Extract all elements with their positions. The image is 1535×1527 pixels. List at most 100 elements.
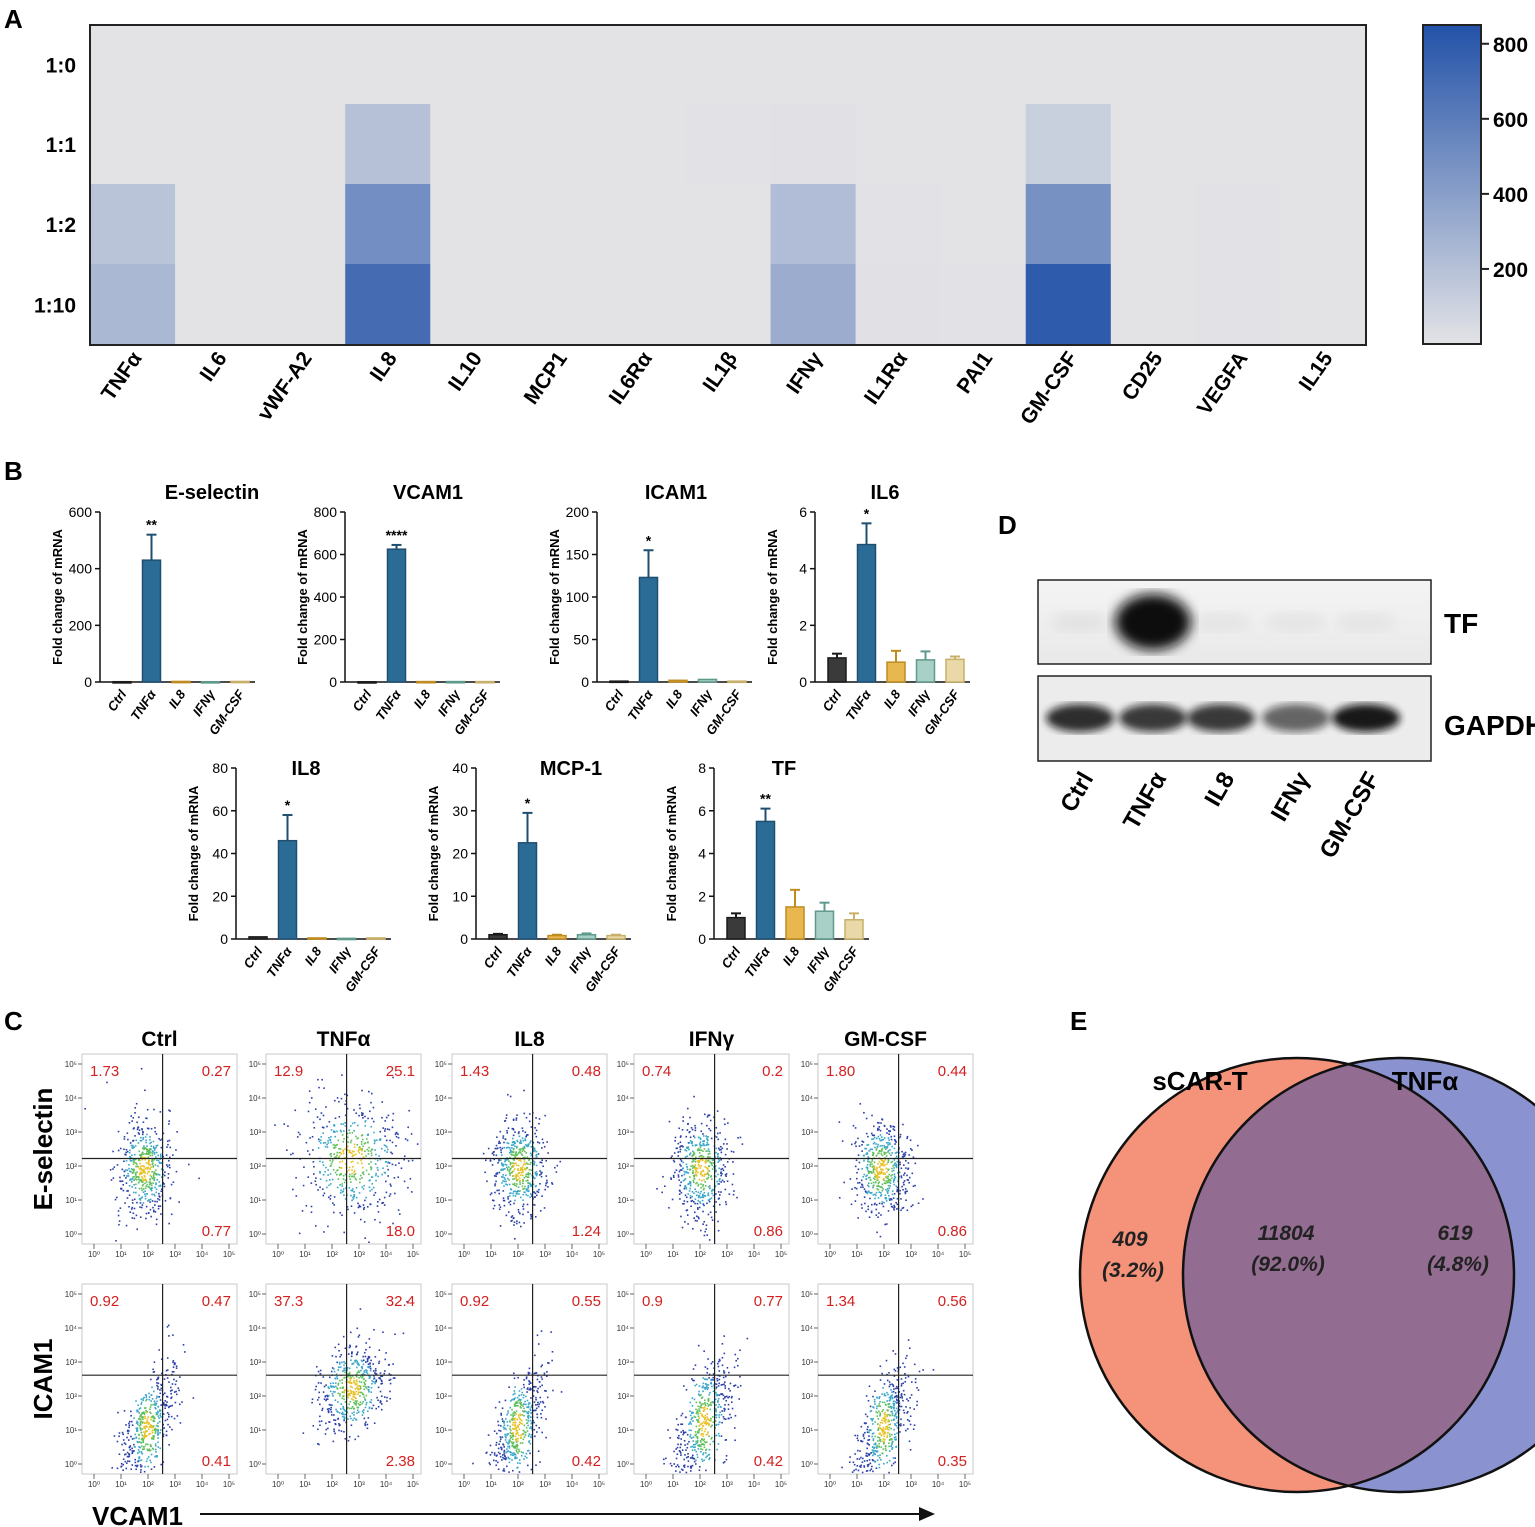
flow-y-tick: 10⁴ xyxy=(65,1094,78,1103)
bar-chart-ylabel: Fold change of mRNA xyxy=(426,785,441,921)
bar-category-label: IFNγ xyxy=(435,686,464,718)
flow-y-tick: 10² xyxy=(617,1162,629,1171)
heatmap-cell xyxy=(175,264,261,346)
bar-category-label: Ctrl xyxy=(718,944,743,971)
flow-x-tick: 10⁵ xyxy=(407,1250,419,1259)
bar-chart-title: IL6 xyxy=(871,482,900,504)
flow-x-tick: 10⁵ xyxy=(775,1480,787,1489)
flow-x-tick: 10⁵ xyxy=(223,1480,235,1489)
heatmap-cell xyxy=(1110,184,1197,265)
flow-y-tick: 10¹ xyxy=(65,1196,77,1205)
flow-y-tick: 10³ xyxy=(617,1128,629,1137)
colorbar-gradient xyxy=(1422,24,1482,345)
flow-y-tick: 10¹ xyxy=(801,1196,813,1205)
bar xyxy=(915,659,936,683)
wb-lane-label: IFNγ xyxy=(1266,767,1316,826)
colorbar-tick-label: 200 xyxy=(1493,259,1528,282)
heatmap-cell xyxy=(1025,184,1112,265)
significance-marker: **** xyxy=(386,527,408,543)
bar-category-label: Ctrl xyxy=(819,687,844,714)
bar xyxy=(366,937,386,940)
bar xyxy=(416,680,436,684)
quadrant-value-lower-right: 0.35 xyxy=(938,1453,967,1470)
flow-x-tick: 10⁰ xyxy=(640,1480,652,1489)
flow-x-tick: 10⁴ xyxy=(380,1480,393,1489)
flow-plot: 0.92 0.55 0.42 10⁰ 10¹ 10² 10³ 10⁴ 10⁵ 10⁰ 10¹ 10² 1… xyxy=(435,1283,608,1489)
bar-chart-ytick: 400 xyxy=(69,561,93,577)
flow-x-tick: 10⁵ xyxy=(959,1480,971,1489)
bar-chart-ytick: 20 xyxy=(212,888,228,904)
flow-x-tick: 10¹ xyxy=(115,1480,127,1489)
heatmap-column-label: IL6Rα xyxy=(605,348,657,409)
flow-x-tick: 10⁰ xyxy=(458,1480,470,1489)
quadrant-value-upper-right: 0.44 xyxy=(938,1063,967,1080)
flow-plot: 1.73 0.27 0.77 10⁰ 10¹ 10² 10³ 10⁴ 10⁵ 10⁰ 10¹ 10² 1… xyxy=(65,1053,238,1259)
flow-y-tick: 10¹ xyxy=(801,1426,813,1435)
bar-chart-ylabel: Fold change of mRNA xyxy=(765,529,780,665)
heatmap-cell xyxy=(940,104,1027,185)
quadrant-value-lower-right: 0.86 xyxy=(938,1223,967,1240)
bar xyxy=(856,543,877,683)
bar xyxy=(386,548,407,683)
flow-x-tick: 10¹ xyxy=(667,1250,679,1259)
quadrant-value-upper-right: 25.1 xyxy=(386,1063,415,1080)
bar xyxy=(945,658,965,683)
heatmap-column-label: IL6 xyxy=(195,348,231,386)
bar-chart-ytick: 30 xyxy=(452,803,468,819)
flow-x-tick: 10³ xyxy=(353,1480,365,1489)
tf-band xyxy=(1266,612,1326,632)
venn-diagram: sCAR-T TNFα 409 (3.2%) 11804 (92.0%) 619… xyxy=(1078,1056,1535,1494)
quadrant-value-upper-right: 0.47 xyxy=(202,1293,231,1310)
flow-x-tick: 10² xyxy=(878,1250,890,1259)
heatmap-cell xyxy=(515,264,601,346)
flow-x-tick: 10² xyxy=(512,1250,524,1259)
flow-y-tick: 10¹ xyxy=(249,1196,261,1205)
flow-x-tick: 10³ xyxy=(721,1250,733,1259)
flow-y-tick: 10² xyxy=(249,1162,261,1171)
bar xyxy=(445,680,466,684)
heatmap-cell xyxy=(770,184,857,265)
flow-y-tick: 10³ xyxy=(249,1358,261,1367)
flow-y-tick: 10³ xyxy=(65,1358,77,1367)
quadrant-value-upper-left: 0.74 xyxy=(642,1063,671,1080)
venn-right-count: 619 xyxy=(1437,1222,1472,1245)
flow-y-tick: 10² xyxy=(249,1392,261,1401)
bar-chart-ytick: 4 xyxy=(698,846,706,862)
flow-x-tick: 10² xyxy=(694,1480,706,1489)
quadrant-value-upper-left: 1.73 xyxy=(90,1063,119,1080)
flow-row-label: ICAM1 xyxy=(28,1339,58,1420)
heatmap-cell xyxy=(1280,104,1367,185)
flow-x-tick: 10⁴ xyxy=(748,1250,761,1259)
bar-chart-il8: IL8 Fold change of mRNA 0 20 40 60 80 Ctrl * TNFα… xyxy=(186,758,391,995)
heatmap-column-label: IL15 xyxy=(1295,347,1338,395)
bar-category-label: IL8 xyxy=(301,943,325,968)
heatmap-cell xyxy=(515,184,601,265)
heatmap-cell xyxy=(770,264,857,346)
heatmap-cell xyxy=(430,104,516,185)
bar-chart-ytick: 4 xyxy=(799,561,807,577)
heatmap-cell xyxy=(1195,104,1282,185)
significance-marker: * xyxy=(646,532,652,548)
bar-chart-ytick: 50 xyxy=(573,632,589,648)
flow-plot-frame xyxy=(817,1283,974,1475)
significance-marker: ** xyxy=(760,791,771,807)
quadrant-value-lower-right: 0.42 xyxy=(754,1453,783,1470)
flow-y-tick: 10⁰ xyxy=(65,1230,77,1239)
heatmap-row-label: 1:1 xyxy=(46,134,77,157)
bar-category-label: TNFα xyxy=(128,686,160,723)
flow-y-tick: 10¹ xyxy=(249,1426,261,1435)
panel-letter-b: B xyxy=(4,456,23,486)
heatmap-cell xyxy=(345,25,431,105)
significance-marker: ** xyxy=(146,517,157,533)
flow-x-tick: 10⁴ xyxy=(748,1480,761,1489)
colorbar-tick-label: 400 xyxy=(1493,184,1528,207)
bar-chart-ytick: 200 xyxy=(566,504,590,520)
bar-category-label: Ctrl xyxy=(480,944,505,971)
heatmap-cell xyxy=(1110,104,1197,185)
bar-chart-vcam1: VCAM1 Fold change of mRNA 0 200 400 600 800 Ctr… xyxy=(295,482,500,738)
flow-x-tick: 10³ xyxy=(539,1480,551,1489)
wb-lane-label: IL8 xyxy=(1199,768,1240,812)
venn-overlap-count: 11804 xyxy=(1258,1222,1315,1245)
bar-chart-ylabel: Fold change of mRNA xyxy=(50,529,65,665)
bar-chart-ytick: 2 xyxy=(799,617,807,633)
